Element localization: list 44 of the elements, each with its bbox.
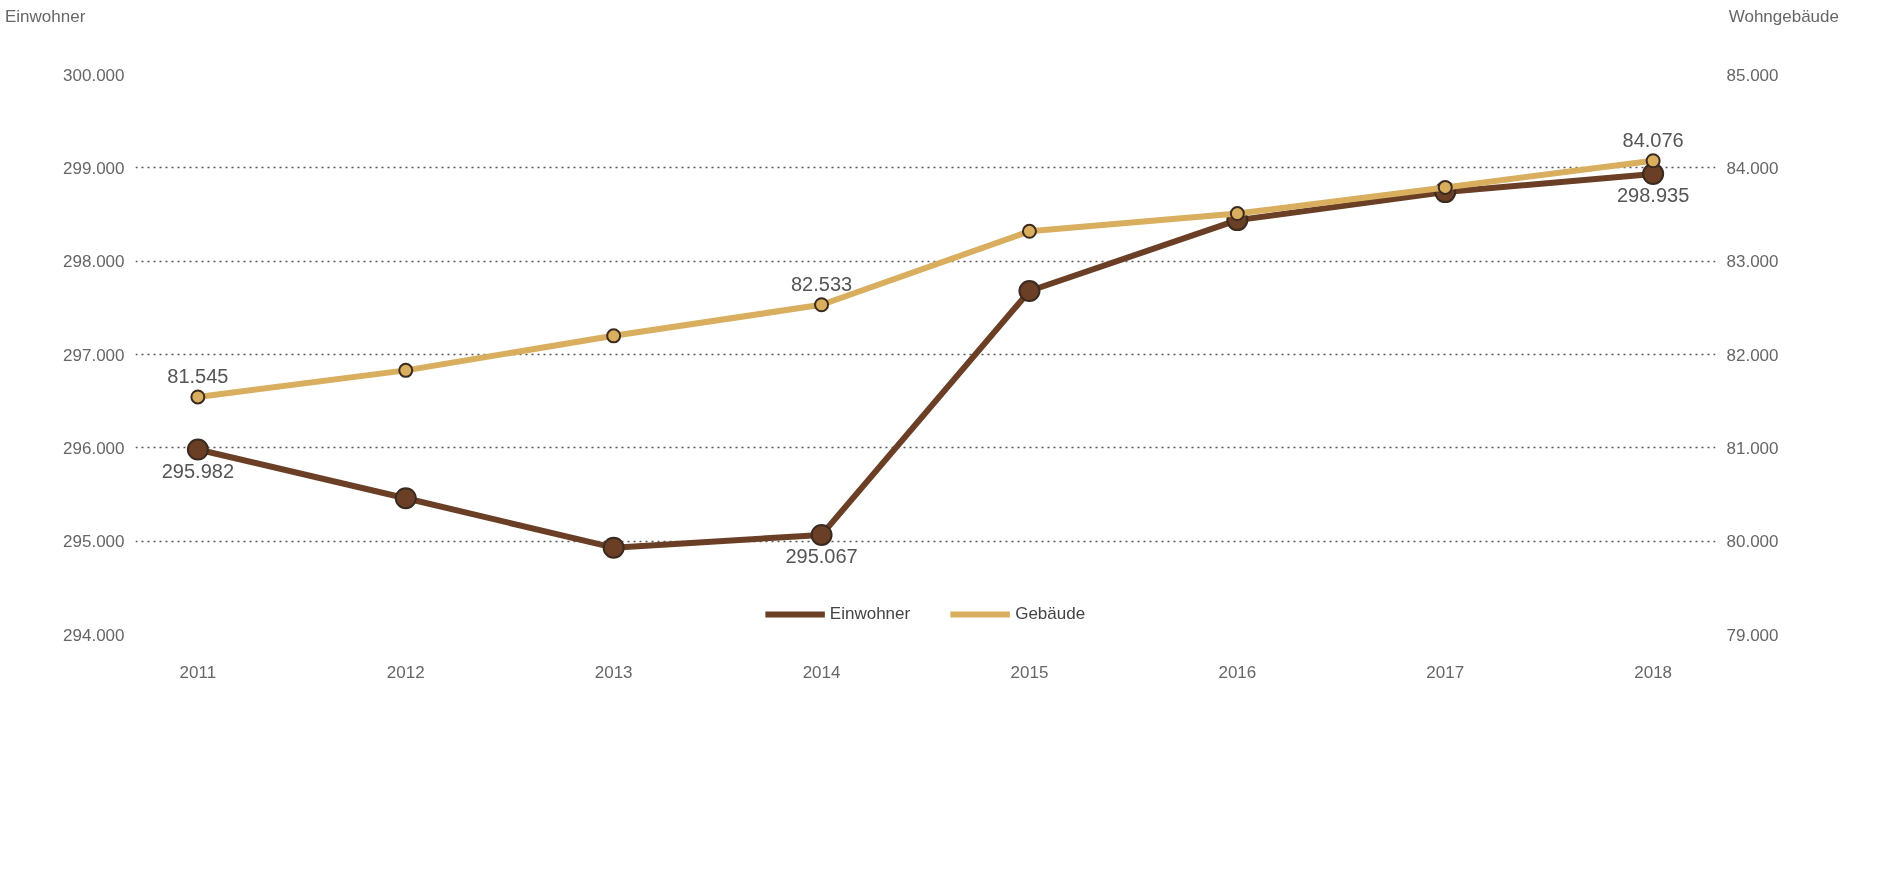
y-axis-title: Einwohner — [5, 6, 86, 28]
data-label: 298.935 — [1616, 183, 1690, 206]
y-tick-label: 294.000 — [63, 625, 125, 645]
y2-tick-label: 83.000 — [1726, 252, 1779, 272]
x-tick-label: 2011 — [179, 662, 217, 682]
point — [1021, 223, 1037, 239]
y2-tick-label: 82.000 — [1726, 345, 1779, 365]
y-tick-label: 298.000 — [63, 252, 125, 272]
y2-tick-label: 81.000 — [1726, 438, 1779, 458]
point — [186, 438, 209, 461]
x-tick-label: 2013 — [594, 662, 633, 682]
y-tick-label: 300.000 — [63, 65, 125, 85]
y2-tick-label: 80.000 — [1726, 532, 1779, 552]
point — [602, 536, 625, 559]
data-label: 295.982 — [161, 459, 235, 482]
point — [1018, 280, 1041, 303]
point — [1229, 206, 1245, 222]
x-tick-label: 2015 — [1010, 662, 1049, 682]
point — [394, 487, 417, 510]
y2-tick-label: 84.000 — [1726, 158, 1779, 178]
data-label: 295.067 — [785, 544, 858, 567]
data-label: 81.545 — [167, 364, 229, 387]
y2-tick-label: 85.000 — [1726, 65, 1779, 85]
y-tick-label: 299.000 — [63, 158, 125, 178]
y2-axis-title: Wohngebäude — [1728, 6, 1839, 28]
point — [810, 523, 833, 546]
y2-tick-label: 79.000 — [1726, 625, 1779, 645]
data-label: 82.533 — [790, 272, 853, 295]
x-tick-label: 2014 — [802, 662, 841, 682]
point — [398, 362, 414, 378]
x-tick-label: 2012 — [386, 662, 425, 682]
x-tick-label: 2016 — [1218, 662, 1257, 682]
legend-label: Gebäude — [1015, 604, 1086, 624]
x-tick-label: 2017 — [1426, 662, 1465, 682]
y-tick-label: 297.000 — [63, 345, 125, 365]
point — [1645, 153, 1661, 169]
x-tick-label: 2018 — [1634, 662, 1673, 682]
point — [606, 328, 622, 344]
y-tick-label: 296.000 — [63, 438, 125, 458]
legend-label: Einwohner — [829, 604, 911, 624]
data-label: 84.076 — [1622, 128, 1684, 151]
point — [814, 297, 830, 313]
point — [190, 389, 206, 405]
y-tick-label: 295.000 — [63, 532, 125, 552]
